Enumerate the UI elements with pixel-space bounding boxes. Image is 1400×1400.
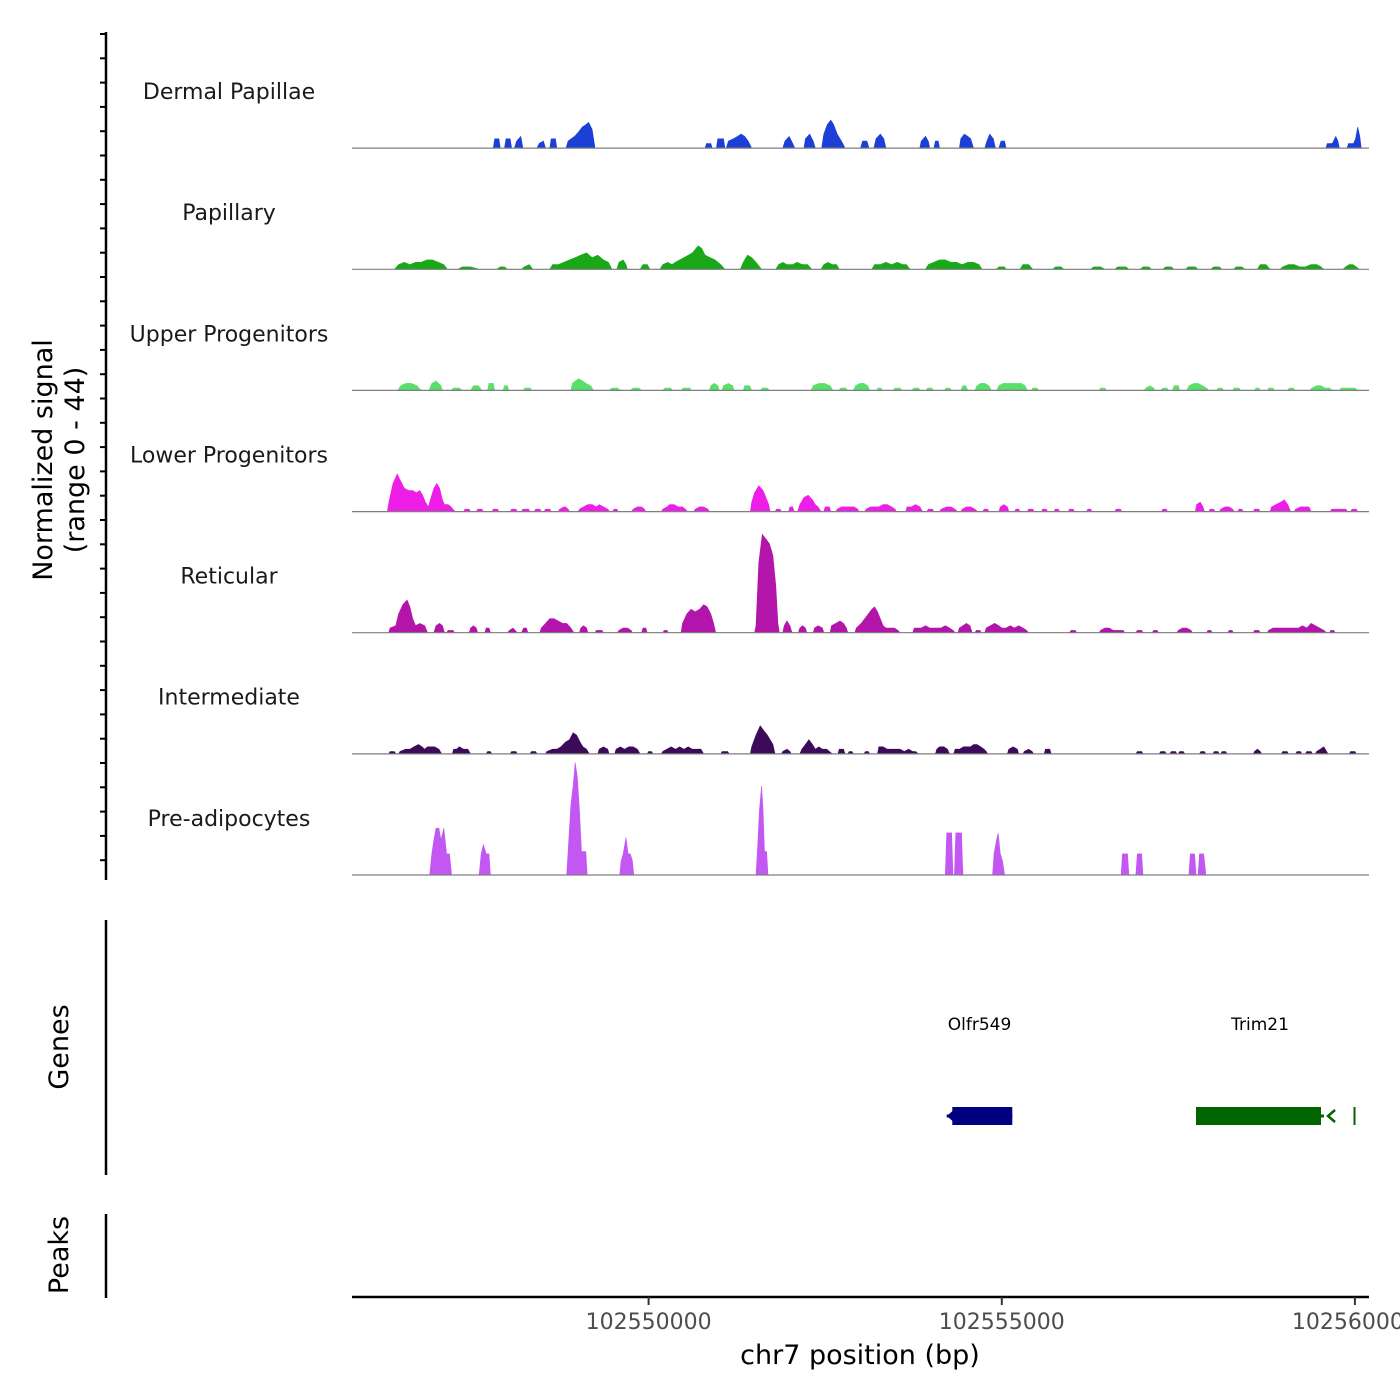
gene-olfr549: Olfr549: [946, 1015, 1013, 1125]
track-lower-progenitors: Lower Progenitors: [130, 443, 1369, 513]
signal-area-reticular: [388, 533, 1336, 633]
track-dermal-papillae: Dermal Papillae: [143, 80, 1369, 149]
genes-axis-title: Genes: [44, 1004, 75, 1089]
signal-area-pre-adipocytes: [429, 762, 1207, 876]
track-label-lower-progenitors: Lower Progenitors: [130, 443, 328, 468]
gene-exon-trim21: [1196, 1107, 1321, 1125]
y-axis-title-line1: Normalized signal: [28, 339, 59, 581]
x-axis-title: chr7 position (bp): [740, 1340, 980, 1371]
signal-area-lower-progenitors: [386, 473, 1359, 512]
track-label-dermal-papillae: Dermal Papillae: [143, 80, 315, 105]
track-intermediate: Intermediate: [158, 686, 1369, 755]
gene-label-olfr549: Olfr549: [948, 1015, 1012, 1035]
signal-y-axis: [100, 32, 108, 880]
x-tick-label: 102555000: [939, 1310, 1065, 1335]
track-papillary: Papillary: [182, 201, 1369, 270]
signal-area-dermal-papillae: [492, 119, 1362, 149]
x-axis: 102550000 102555000 102560000 chr7 positio…: [352, 1295, 1400, 1371]
gene-strand-arrow-olfr549: [946, 1109, 957, 1123]
gene-label-trim21: Trim21: [1230, 1015, 1289, 1035]
x-tick-label: 102560000: [1292, 1310, 1400, 1335]
signal-area-upper-progenitors: [397, 378, 1359, 391]
x-tick-label: 102550000: [586, 1310, 712, 1335]
gene-exon-trim21: [1353, 1107, 1356, 1125]
signal-area-papillary: [393, 245, 1360, 270]
signal-y-ticks: [100, 33, 106, 862]
track-label-papillary: Papillary: [182, 201, 276, 226]
gene-exon-olfr549: [952, 1107, 1013, 1125]
peaks-axis-title: Peaks: [44, 1216, 75, 1294]
track-label-upper-progenitors: Upper Progenitors: [130, 322, 329, 347]
signal-area-intermediate: [388, 725, 1357, 755]
gene-strand-arrow-trim21: [1326, 1109, 1336, 1123]
track-label-intermediate: Intermediate: [158, 686, 300, 711]
track-upper-progenitors: Upper Progenitors: [130, 322, 1369, 391]
y-axis-title-line2: (range 0 - 44): [60, 367, 91, 554]
signal-tracks: Dermal Papillae Papillary Upper Progenitor…: [130, 80, 1369, 876]
track-reticular: Reticular: [180, 533, 1369, 634]
track-label-pre-adipocytes: Pre-adipocytes: [148, 807, 311, 832]
track-label-reticular: Reticular: [180, 565, 278, 590]
gene-trim21: Trim21: [1196, 1015, 1356, 1125]
gene-track: Olfr549 Trim21: [946, 1015, 1356, 1125]
x-axis-ticks: 102550000 102555000 102560000: [586, 1297, 1400, 1335]
track-pre-adipocytes: Pre-adipocytes: [148, 762, 1369, 876]
